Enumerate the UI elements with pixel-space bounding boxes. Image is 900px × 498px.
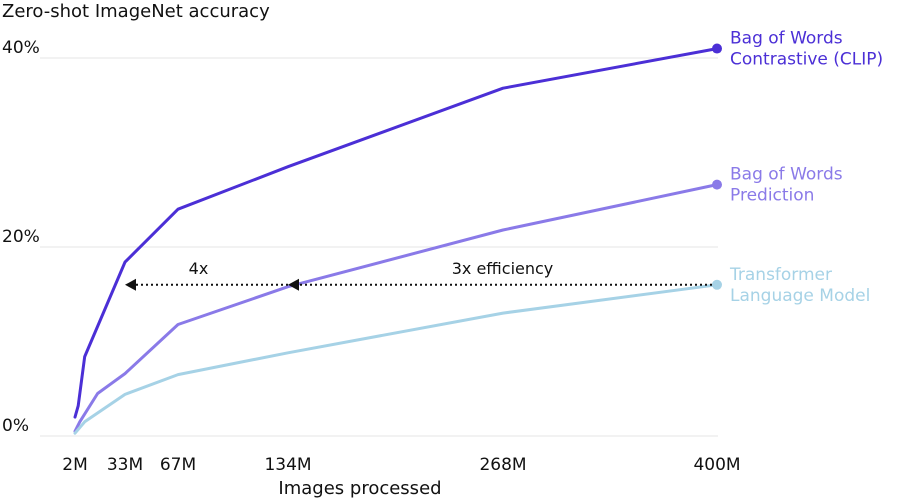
x-tick-label: 33M (107, 455, 143, 475)
x-tick-label: 268M (479, 455, 526, 475)
annotation-arrowhead (125, 278, 136, 291)
series-label-transformer-language-model: Transformer Language Model (729, 265, 870, 306)
series-label-line: Transformer (729, 265, 832, 285)
y-tick-label: 20% (2, 227, 40, 247)
x-tick-label: 134M (264, 455, 311, 475)
annotation-arrowhead (288, 278, 299, 291)
series-label-line: Language Model (730, 286, 870, 306)
x-tick-label: 67M (160, 455, 196, 475)
series-label-bag-of-words-contrastive-clip: Bag of Words Contrastive (CLIP) (730, 29, 883, 70)
x-tick-label: 400M (693, 455, 740, 475)
series-endpoint-transformer-language-model (712, 279, 722, 290)
series-label-bag-of-words-prediction: Bag of Words Prediction (730, 165, 843, 206)
y-tick-labels: 0% 20% 40% (2, 38, 40, 436)
series-label-line: Bag of Words (730, 29, 843, 49)
series-line-bag-of-words-prediction (73, 183, 719, 433)
series-lines (73, 47, 719, 435)
gridlines (40, 57, 718, 437)
y-tick-label: 40% (2, 38, 40, 58)
series-labels: Bag of Words Contrastive (CLIP)Bag of Wor… (729, 29, 883, 306)
series-line-bag-of-words-contrastive-clip (73, 47, 719, 419)
series-endpoint-bag-of-words-contrastive-clip (712, 43, 722, 54)
y-axis-title: Zero-shot ImageNet accuracy (2, 1, 270, 22)
x-axis-title: Images processed (278, 478, 441, 498)
y-tick-label: 0% (2, 416, 29, 436)
series-line-transformer-language-model (73, 283, 719, 435)
series-end-points (712, 43, 722, 290)
annotation-label: 3x efficiency (452, 259, 554, 278)
x-tick-label: 2M (62, 455, 87, 475)
series-label-line: Prediction (730, 186, 814, 206)
series-endpoint-bag-of-words-prediction (712, 179, 722, 190)
series-label-line: Contrastive (CLIP) (730, 50, 883, 70)
x-tick-labels: 2M 33M 67M 134M 268M 400M (62, 455, 740, 475)
annotation-label: 4x (189, 259, 209, 278)
annotations: 4x 3x efficiency (125, 259, 717, 291)
series-label-line: Bag of Words (730, 165, 843, 185)
